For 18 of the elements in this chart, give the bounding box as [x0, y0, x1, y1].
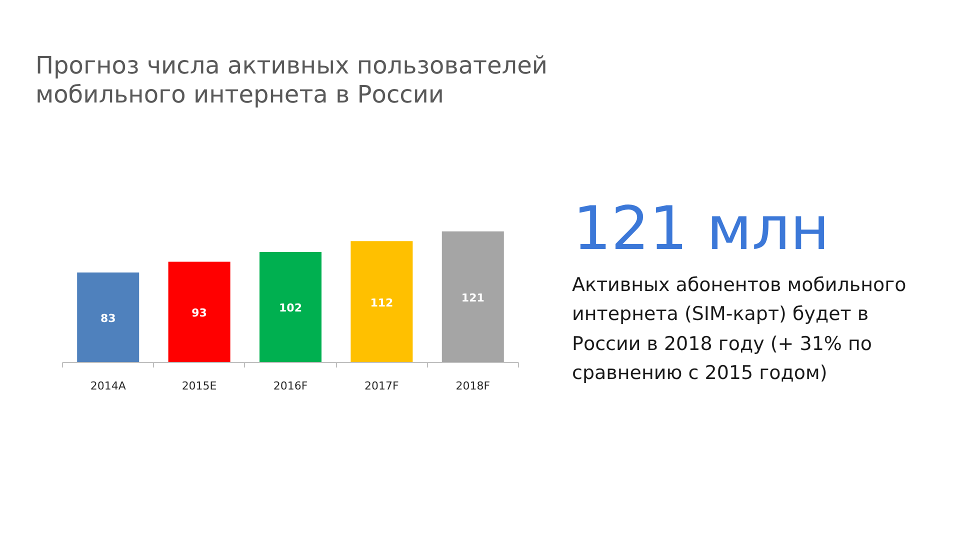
- x-tick-label: 2018F: [456, 380, 490, 392]
- data-label: 121: [461, 291, 484, 304]
- bar: [259, 252, 322, 362]
- x-tick-label: 2015E: [182, 380, 217, 392]
- text: Активных абонентов мобильного интернета (SIM-карт) будет в России в 2018 году (+ 31% по сравнению с 2015 годом): [572, 273, 908, 386]
- x-tick-label: 2014A: [90, 380, 126, 392]
- data-label: 102: [279, 302, 302, 315]
- text: 121 млн: [573, 194, 830, 264]
- x-tick-label: 2017F: [364, 380, 399, 392]
- x-tick-label: 2016F: [273, 380, 308, 392]
- data-label: 83: [100, 312, 116, 326]
- data-label: 112: [370, 296, 394, 310]
- bar: [77, 272, 140, 362]
- bar: [350, 241, 413, 362]
- chart-title: Прогноз числа активных пользователей мобильного интернета в России: [36, 52, 548, 108]
- bar: [168, 262, 230, 362]
- bar: [442, 231, 504, 362]
- data-label: 93: [192, 306, 207, 320]
